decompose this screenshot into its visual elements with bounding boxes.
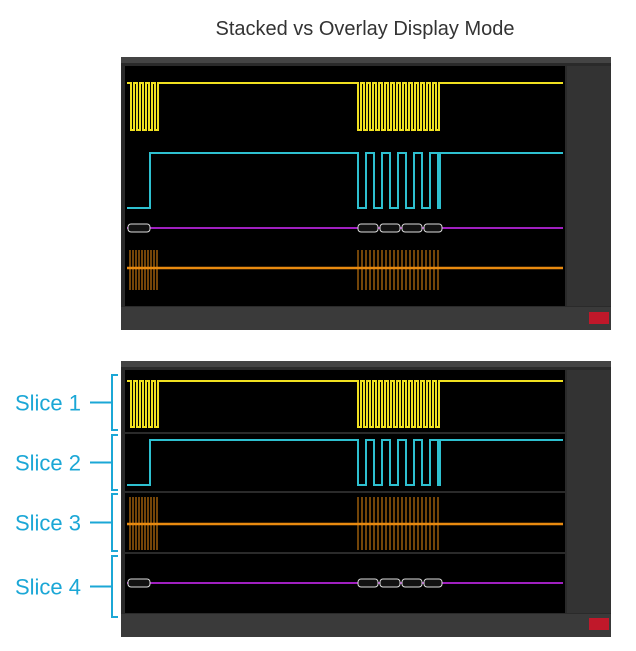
bus-packet <box>401 578 423 588</box>
slice-bracket <box>111 434 118 491</box>
bus-packet <box>379 578 401 588</box>
waveform-view <box>125 66 565 306</box>
bus-packet <box>379 223 401 233</box>
bus-packet <box>423 223 443 233</box>
slice-label: Slice 2 <box>15 451 81 476</box>
waveform-trace <box>127 380 563 428</box>
waveform-trace <box>127 439 563 486</box>
slice-bracket <box>111 555 118 618</box>
bus-packet <box>127 578 151 588</box>
bus-packet <box>357 223 379 233</box>
side-panel <box>567 370 611 613</box>
bus-packet <box>423 578 443 588</box>
slice-label: Slice 3 <box>15 511 81 536</box>
bus-packet <box>127 223 151 233</box>
slice-label: Slice 1 <box>15 391 81 416</box>
side-panel <box>567 66 611 306</box>
menu-bar <box>121 57 611 63</box>
settings-bar <box>121 614 611 637</box>
slice-label: Slice 4 <box>15 575 81 600</box>
waveform-trace <box>127 152 563 209</box>
bus-packet <box>401 223 423 233</box>
slice-bracket <box>111 374 118 431</box>
menu-bar <box>121 361 611 367</box>
button <box>589 618 609 630</box>
slice-bracket <box>111 493 118 552</box>
settings-bar <box>121 307 611 330</box>
button <box>589 312 609 324</box>
page-title: Stacked vs Overlay Display Mode <box>215 18 514 40</box>
waveform-trace <box>127 82 563 131</box>
bus-packet <box>357 578 379 588</box>
